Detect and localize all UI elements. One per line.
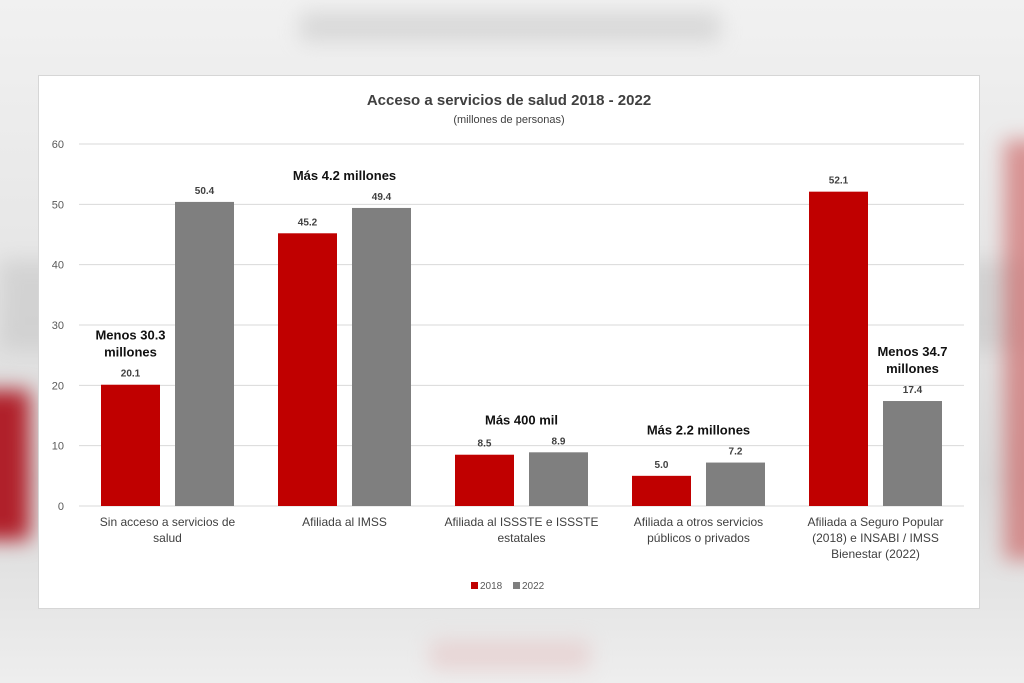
data-label: 5.0 [655,460,669,471]
bar-2018 [278,233,337,506]
y-tick-label: 30 [52,320,64,332]
y-tick-label: 60 [52,139,64,151]
legend-label: 2018 [480,581,503,592]
annotations: Menos 30.3 millones Más 4.2 millones Más 40… [95,168,947,438]
annotation-label: millones [886,361,939,376]
legend: 2018 2022 [471,581,545,592]
category-label: salud [153,531,182,545]
y-tick-label: 0 [58,501,64,513]
bar-2018 [455,454,514,506]
category-labels: Sin acceso a servicios de salud Afiliada a… [100,515,944,561]
chart-card: Acceso a servicios de salud 2018 - 2022 … [38,75,980,609]
category-label: Afiliada al IMSS [302,515,387,529]
bar-2018 [101,384,160,506]
chart-title: Acceso a servicios de salud 2018 - 2022 [367,92,651,109]
legend-swatch-2022 [513,582,520,589]
y-tick-label: 10 [52,441,64,453]
annotation-label: Más 2.2 millones [647,423,750,438]
chart-subtitle: (millones de personas) [453,114,564,126]
background-blur-bottom [430,640,590,670]
data-label: 45.2 [298,217,318,228]
legend-swatch-2018 [471,582,478,589]
bar-2022 [529,452,588,506]
data-label: 49.4 [372,192,392,203]
category-label: públicos o privados [647,531,750,545]
bar-2022 [175,201,234,507]
bar-2018 [809,191,868,506]
background-blur-red-right [1004,140,1024,560]
legend-label: 2022 [522,581,545,592]
annotation-label: Menos 34.7 [877,344,947,359]
background-blur-title [300,12,720,42]
category-label: estatales [497,531,545,545]
y-tick-label: 40 [52,260,64,272]
category-label: (2018) e INSABI / IMSS [812,531,939,545]
annotation-label: Más 4.2 millones [293,168,396,183]
data-label: 50.4 [195,186,215,197]
category-label: Afiliada a otros servicios [634,515,763,529]
annotation-label: Más 400 mil [485,412,558,427]
data-label: 52.1 [829,176,849,187]
category-label: Sin acceso a servicios de [100,515,236,529]
bar-2018 [632,475,691,506]
annotation-label: millones [104,345,157,360]
category-label: Bienestar (2022) [831,547,920,561]
category-label: Afiliada a Seguro Popular [807,515,943,529]
bar-2022 [706,462,765,506]
bar-chart: Acceso a servicios de salud 2018 - 2022 … [52,92,964,592]
background-blur-red-left [0,390,30,540]
y-tick-label: 20 [52,380,64,392]
bar-2022 [883,401,942,506]
bars [101,191,942,507]
data-label: 7.2 [729,447,743,458]
data-label: 17.4 [903,385,923,396]
data-label: 20.1 [121,369,141,380]
y-tick-label: 50 [52,199,64,211]
annotation-label: Menos 30.3 [95,328,165,343]
data-labels: 20.1 45.2 8.5 5.0 52.1 50.4 49.4 8.9 7.2 17.4 [121,176,923,471]
data-label: 8.9 [552,436,566,447]
data-label: 8.5 [478,439,492,450]
bar-2022 [352,207,411,506]
category-label: Afiliada al ISSSTE e ISSSTE [444,515,598,529]
